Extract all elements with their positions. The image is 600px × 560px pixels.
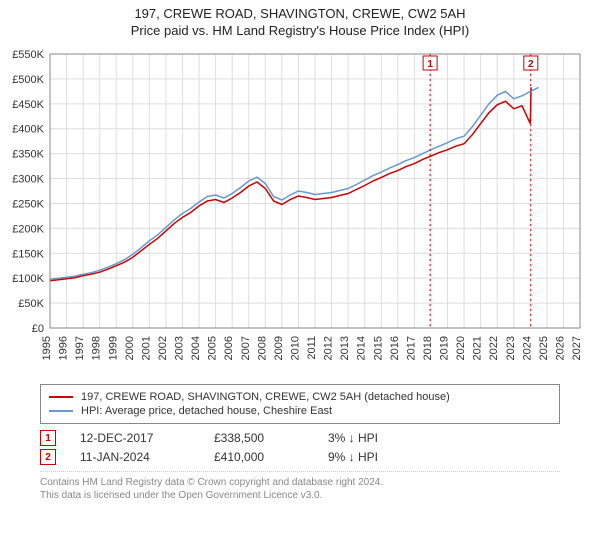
- x-tick-label: 2022: [488, 336, 500, 360]
- x-tick-label: 2000: [124, 336, 136, 360]
- y-tick-label: £300K: [12, 174, 44, 186]
- sale-row: 1 12-DEC-2017 £338,500 3% ↓ HPI: [40, 430, 560, 446]
- y-tick-label: £400K: [12, 124, 44, 136]
- x-tick-label: 1999: [107, 336, 119, 360]
- legend-swatch: [49, 410, 73, 412]
- x-tick-label: 2026: [554, 336, 566, 360]
- x-tick-label: 2016: [389, 336, 401, 360]
- x-tick-label: 2019: [439, 336, 451, 360]
- x-tick-label: 1997: [74, 336, 86, 360]
- x-tick-label: 2010: [289, 336, 301, 360]
- x-tick-label: 2001: [140, 336, 152, 360]
- sale-row: 2 11-JAN-2024 £410,000 9% ↓ HPI: [40, 449, 560, 465]
- x-tick-label: 2015: [372, 336, 384, 360]
- x-tick-label: 2004: [190, 336, 202, 360]
- sale-marker-icon: 1: [40, 430, 56, 446]
- x-tick-label: 1995: [41, 336, 53, 360]
- x-tick-label: 2008: [256, 336, 268, 360]
- y-tick-label: £50K: [18, 298, 44, 310]
- y-tick-label: £200K: [12, 223, 44, 235]
- y-tick-label: £550K: [12, 49, 44, 61]
- x-tick-label: 2002: [157, 336, 169, 360]
- x-tick-label: 2027: [571, 336, 583, 360]
- chart-title-line2: Price paid vs. HM Land Registry's House …: [0, 23, 600, 38]
- legend-swatch: [49, 396, 73, 398]
- x-tick-label: 2003: [174, 336, 186, 360]
- sales-table: 1 12-DEC-2017 £338,500 3% ↓ HPI 2 11-JAN-2024…: [40, 430, 560, 465]
- x-tick-label: 2025: [538, 336, 550, 360]
- sale-marker-icon: 2: [40, 449, 56, 465]
- legend-label: 197, CREWE ROAD, SHAVINGTON, CREWE, CW2 …: [81, 391, 450, 403]
- x-tick-label: 2007: [240, 336, 252, 360]
- legend: 197, CREWE ROAD, SHAVINGTON, CREWE, CW2 …: [40, 384, 560, 424]
- legend-item: 197, CREWE ROAD, SHAVINGTON, CREWE, CW2 …: [49, 391, 551, 403]
- sale-date: 12-DEC-2017: [80, 431, 190, 445]
- footer-line1: Contains HM Land Registry data © Crown c…: [40, 476, 560, 489]
- sale-marker-number: 1: [427, 59, 433, 70]
- x-tick-label: 2017: [405, 336, 417, 360]
- legend-label: HPI: Average price, detached house, Ches…: [81, 405, 332, 417]
- sale-diff: 9% ↓ HPI: [328, 450, 428, 464]
- footer-attribution: Contains HM Land Registry data © Crown c…: [40, 471, 560, 502]
- y-tick-label: £100K: [12, 273, 44, 285]
- legend-item: HPI: Average price, detached house, Ches…: [49, 405, 551, 417]
- x-tick-label: 2009: [273, 336, 285, 360]
- x-tick-label: 2005: [207, 336, 219, 360]
- sale-marker-number: 2: [528, 59, 534, 70]
- chart-area: £0 £50K £100K £150K £200K £250K £300K £350K £400…: [0, 46, 590, 376]
- footer-line2: This data is licensed under the Open Gov…: [40, 489, 560, 502]
- x-tick-label: 2018: [422, 336, 434, 360]
- sale-diff: 3% ↓ HPI: [328, 431, 428, 445]
- x-tick-label: 2014: [356, 336, 368, 360]
- y-tick-label: £500K: [12, 74, 44, 86]
- x-tick-label: 2006: [223, 336, 235, 360]
- y-tick-label: £0: [32, 323, 44, 335]
- y-tick-label: £350K: [12, 149, 44, 161]
- x-tick-label: 1996: [58, 336, 70, 360]
- x-tick-label: 2021: [472, 336, 484, 360]
- x-tick-label: 2024: [521, 336, 533, 360]
- sale-price: £410,000: [214, 450, 304, 464]
- chart-title-line1: 197, CREWE ROAD, SHAVINGTON, CREWE, CW2 …: [0, 6, 600, 21]
- x-tick-label: 2012: [323, 336, 335, 360]
- y-tick-label: £250K: [12, 198, 44, 210]
- x-tick-label: 1998: [91, 336, 103, 360]
- y-tick-label: £150K: [12, 248, 44, 260]
- x-tick-label: 2020: [455, 336, 467, 360]
- x-tick-label: 2023: [505, 336, 517, 360]
- x-tick-label: 2013: [339, 336, 351, 360]
- x-tick-label: 2011: [306, 336, 318, 360]
- y-tick-label: £450K: [12, 99, 44, 111]
- line-chart: £0 £50K £100K £150K £200K £250K £300K £350K £400…: [0, 46, 590, 376]
- sale-date: 11-JAN-2024: [80, 450, 190, 464]
- sale-price: £338,500: [214, 431, 304, 445]
